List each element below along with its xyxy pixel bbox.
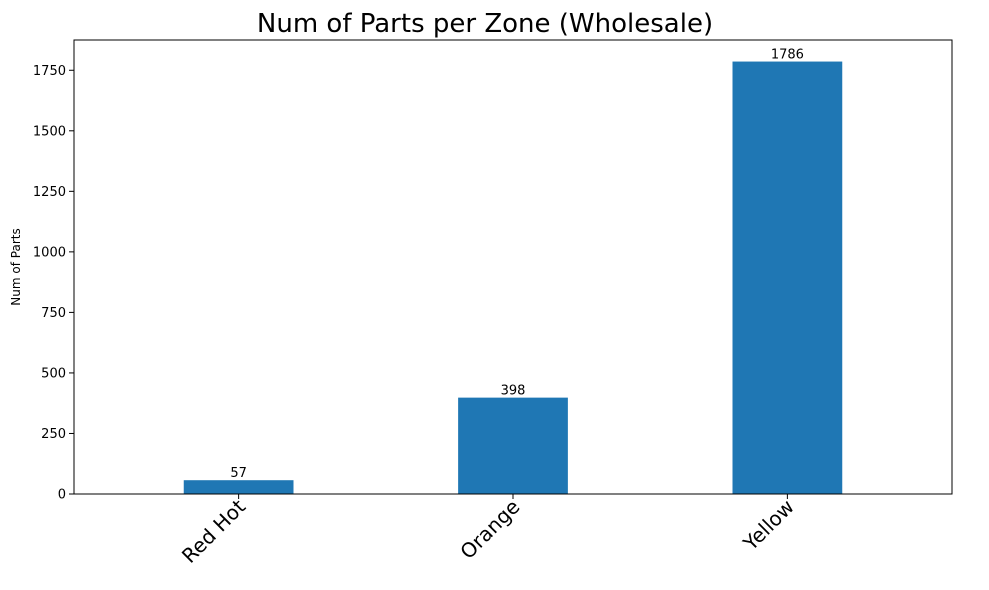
y-axis-ticks: 0 250 500 750 1000 1250 1500 1750 xyxy=(33,64,74,503)
y-tick-label: 1000 xyxy=(33,245,66,260)
data-label-yellow: 1786 xyxy=(771,48,804,63)
x-tick-label-orange: Orange xyxy=(455,495,524,564)
bar-orange xyxy=(458,397,568,494)
x-tick-label-red-hot: Red Hot xyxy=(177,494,250,567)
bar-red-hot xyxy=(183,480,294,494)
data-label-orange: 398 xyxy=(501,384,526,399)
bar-yellow xyxy=(732,61,843,494)
bars-group xyxy=(183,61,843,494)
y-tick-label: 500 xyxy=(41,366,66,381)
data-label-red-hot: 57 xyxy=(230,466,247,481)
y-tick-label: 750 xyxy=(41,306,66,321)
y-tick-label: 1500 xyxy=(33,124,66,139)
chart-title: Num of Parts per Zone (Wholesale) xyxy=(257,9,713,39)
y-tick-label: 1250 xyxy=(33,185,66,200)
y-tick-label: 0 xyxy=(58,488,66,503)
data-labels-group: 57 398 1786 xyxy=(230,48,804,482)
y-tick-label: 250 xyxy=(41,427,66,442)
plot-area-frame xyxy=(73,39,953,495)
x-tick-label-yellow: Yellow xyxy=(738,495,799,556)
y-axis-label: Num of Parts xyxy=(9,228,23,305)
x-axis-ticks: Red Hot Orange Yellow xyxy=(177,494,799,568)
y-tick-label: 1750 xyxy=(33,64,66,79)
